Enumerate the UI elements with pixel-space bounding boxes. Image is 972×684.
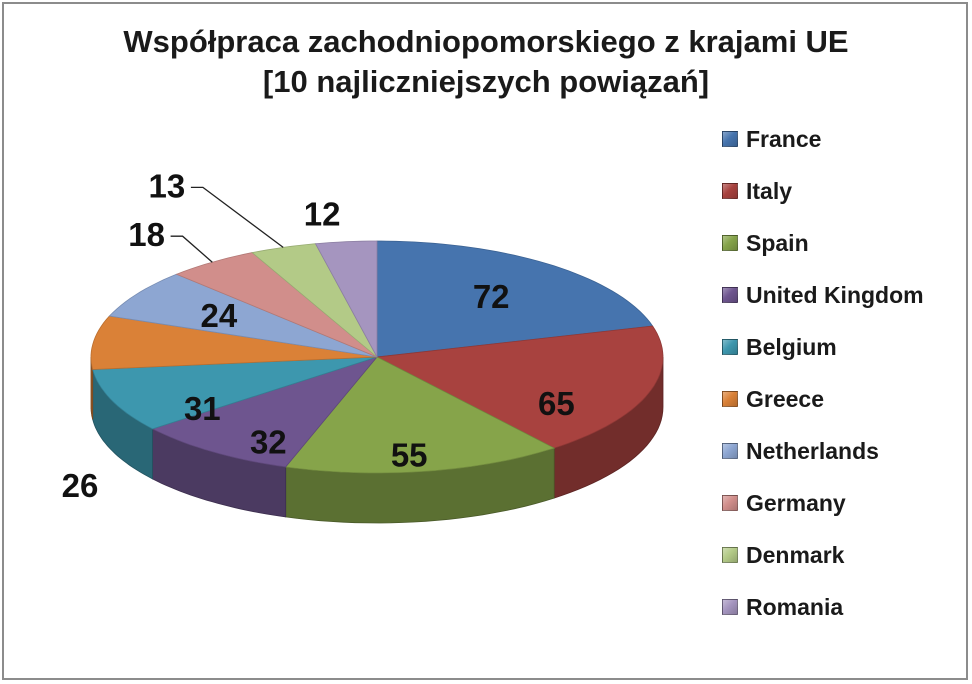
data-label-france: 72 [473, 278, 510, 315]
pie-slices [90, 240, 664, 474]
legend-item-netherlands: Netherlands [722, 436, 879, 466]
legend-label: Denmark [746, 541, 845, 568]
legend-item-france: France [722, 124, 821, 154]
legend-item-romania: Romania [722, 592, 843, 622]
data-label-belgium: 31 [184, 390, 221, 427]
data-label-spain: 55 [391, 436, 428, 473]
slice-france [376, 240, 654, 358]
legend-label: Romania [746, 593, 844, 620]
legend-item-spain: Spain [722, 228, 809, 258]
data-label-germany: 18 [128, 216, 165, 253]
legend-swatch [722, 495, 738, 511]
legend-swatch [722, 547, 738, 563]
data-label-denmark: 13 [149, 167, 186, 204]
chart-title: Współpraca zachodniopomorskiego z krajam… [0, 22, 972, 102]
data-label-romania: 12 [304, 196, 341, 233]
legend-label: Belgium [746, 333, 837, 360]
data-label-united-kingdom: 32 [250, 424, 287, 461]
legend-label: Germany [746, 489, 846, 516]
slice-romania [314, 240, 378, 358]
legend-swatch [722, 287, 738, 303]
data-label-netherlands: 24 [201, 297, 238, 334]
slice-spain [284, 356, 556, 474]
legend-item-united-kingdom: United Kingdom [722, 280, 924, 310]
legend-swatch [722, 339, 738, 355]
slice-united-kingdom [151, 356, 379, 468]
leader-lines [170, 186, 284, 263]
legend-swatch [722, 131, 738, 147]
slice-greece [90, 315, 378, 370]
data-label-italy: 65 [538, 385, 575, 422]
legend-swatch [722, 443, 738, 459]
legend-item-germany: Germany [722, 488, 846, 518]
legend-swatch [722, 183, 738, 199]
chart-title-line-1: Współpraca zachodniopomorskiego z krajam… [123, 24, 849, 59]
legend-label: United Kingdom [746, 281, 924, 308]
data-label-greece: 26 [62, 467, 99, 504]
legend-swatch [722, 391, 738, 407]
legend-label: Italy [746, 177, 793, 204]
leader-line-germany [170, 235, 213, 263]
legend-item-belgium: Belgium [722, 332, 837, 362]
slice-netherlands [108, 273, 378, 358]
legend-label: Spain [746, 229, 809, 256]
legend-item-italy: Italy [722, 176, 792, 206]
legend-swatch [722, 599, 738, 615]
legend-item-denmark: Denmark [722, 540, 844, 570]
slice-italy [375, 325, 664, 449]
leader-line-denmark [190, 186, 284, 248]
legend-item-greece: Greece [722, 384, 824, 414]
legend-label: Netherlands [746, 437, 879, 464]
legend-swatch [722, 235, 738, 251]
chart-title-line-2: [10 najliczniejszych powiązań] [262, 64, 710, 99]
slice-belgium [92, 356, 378, 430]
legend-label: France [746, 125, 822, 152]
legend-label: Greece [746, 385, 825, 412]
data-labels: 72 65 55 32 31 26 24 18 13 12 [62, 167, 575, 504]
